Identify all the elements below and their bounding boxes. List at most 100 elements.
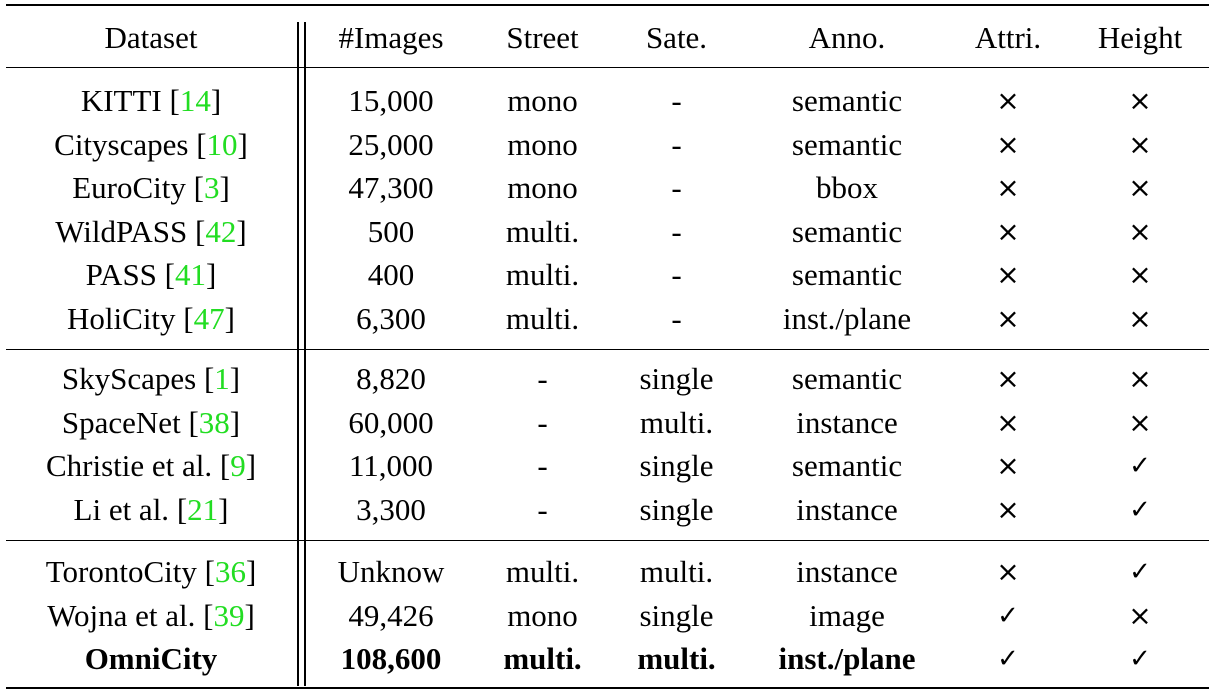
height-cross-icon: × [1128,171,1152,204]
citation-bracket-close: ] [219,170,230,205]
attri-cross-icon: × [996,492,1020,526]
sate-cell: single [639,361,714,396]
group-rule-2 [6,540,1209,541]
citation-bracket-open: [ [196,361,215,396]
sate-cell: multi. [637,641,716,676]
citation-link[interactable]: 36 [214,554,246,589]
header-sate: Sate. [645,20,708,55]
table-row: Li et al. [21] 3,300 - single instance × ✓ [0,489,1213,531]
images-cell: 11,000 [348,448,434,483]
citation-link[interactable]: 10 [206,126,238,162]
height-check-icon: ✓ [1129,557,1151,587]
anno-cell: semantic [791,361,903,396]
anno-cell: semantic [791,126,903,162]
citation-bracket-open: [ [185,170,204,205]
dataset-name-cell: WildPASS [42] [6,211,296,253]
citation-link[interactable]: 39 [213,597,245,633]
dataset-name: HoliCity [67,300,176,336]
table-row: Cityscapes [10] 25,000 mono - semantic × × [0,124,1213,166]
citation-bracket-open: [ [195,597,214,633]
anno-cell: instance [796,554,898,589]
dataset-name-cell: OmniCity [6,638,296,680]
table-row: TorontoCity [36] Unknow multi. multi. instan… [0,551,1213,593]
header-height: Height [1097,20,1183,55]
sate-cell: - [671,213,682,249]
dataset-name: SpaceNet [61,404,181,440]
citation-link[interactable]: 41 [175,257,206,292]
citation-bracket-close: ] [236,213,247,249]
dataset-name-cell: TorontoCity [36] [6,551,296,593]
citation-link[interactable]: 21 [187,491,219,527]
bottom-rule [6,687,1209,689]
height-check-icon: ✓ [1129,644,1151,674]
citation-link[interactable]: 9 [230,448,246,483]
height-cross-icon: × [1128,362,1152,395]
citation-bracket-open: [ [169,491,188,527]
images-cell: 25,000 [348,126,434,162]
height-cross-icon: × [1128,84,1152,117]
images-cell: 8,820 [356,361,426,396]
dataset-name-cell: SkyScapes [1] [6,358,296,400]
street-cell: mono [507,170,578,205]
table-row: Wojna et al. [39] 49,426 mono single image ✓ × [0,595,1213,637]
street-cell: mono [507,597,578,633]
anno-cell: semantic [791,83,903,118]
anno-cell: instance [796,491,898,527]
citation-link[interactable]: 3 [203,170,220,205]
attri-check-icon: ✓ [997,600,1019,631]
citation-bracket-close: ] [206,257,217,292]
citation-bracket-close: ] [245,554,257,589]
dataset-name-cell: Christie et al. [9] [6,445,296,487]
sate-cell: - [671,300,682,336]
height-cross-icon: × [1128,405,1152,439]
dataset-name: OmniCity [84,641,218,676]
dataset-name-cell: Cityscapes [10] [6,124,296,166]
attri-cross-icon: × [996,362,1020,395]
dataset-name: KITTI [80,83,162,118]
street-cell: - [537,404,548,440]
sate-cell: single [639,597,714,633]
anno-cell: semantic [791,257,903,292]
anno-cell: image [809,597,885,633]
citation-link[interactable]: 38 [198,404,230,440]
attri-cross-icon: × [996,405,1020,439]
street-cell: multi. [505,300,580,336]
sate-cell: - [671,170,682,205]
table-row: OmniCity 108,600 multi. multi. inst./plane ✓ ✓ [0,638,1213,680]
citation-bracket-close: ] [218,491,229,527]
attri-cross-icon: × [996,555,1020,588]
street-cell: multi. [505,213,580,249]
dataset-name-cell: KITTI [14] [6,80,296,122]
header-anno: Anno. [808,20,886,55]
top-rule [6,4,1209,6]
table-row: KITTI [14] 15,000 mono - semantic × × [0,80,1213,122]
dataset-name-cell: HoliCity [47] [6,298,296,340]
height-cross-icon: × [1128,598,1152,632]
citation-link[interactable]: 47 [193,300,225,336]
attri-cross-icon: × [996,127,1020,161]
citation-bracket-open: [ [156,257,175,292]
citation-bracket-close: ] [210,83,222,118]
table-row: PASS [41] 400 multi. - semantic × × [0,254,1213,296]
citation-bracket-close: ] [224,300,235,336]
table-row: Christie et al. [9] 11,000 - single semantic… [0,445,1213,487]
citation-link[interactable]: 14 [179,83,211,118]
dataset-name: TorontoCity [45,554,197,589]
street-cell: multi. [505,257,580,292]
citation-bracket-open: [ [180,404,199,440]
anno-cell: inst./plane [782,300,912,336]
street-cell: - [537,361,548,396]
citation-link[interactable]: 42 [205,213,237,249]
header-street: Street [506,20,579,55]
height-cross-icon: × [1128,214,1152,248]
citation-link[interactable]: 1 [214,361,230,396]
street-cell: multi. [505,554,580,589]
images-cell: 6,300 [356,300,426,336]
height-check-icon: ✓ [1129,494,1151,525]
double-column-separator [297,22,306,686]
citation-bracket-open: [ [188,126,207,162]
height-cross-icon: × [1128,127,1152,161]
attri-cross-icon: × [996,84,1020,117]
citation-bracket-open: [ [196,554,215,589]
header-rule [6,67,1209,68]
